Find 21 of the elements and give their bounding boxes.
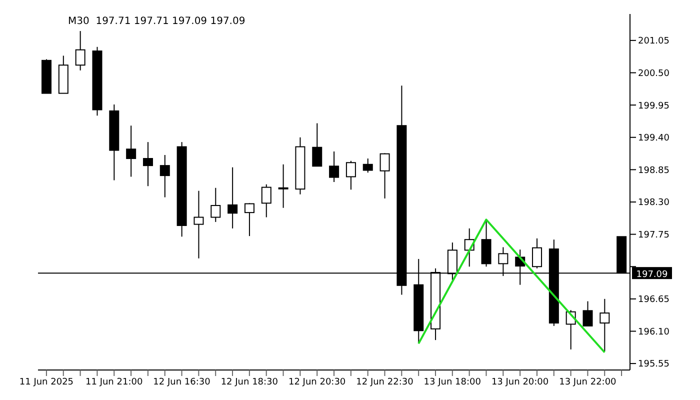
x-tick-label: 12 Jun 18:30: [220, 377, 278, 388]
ref-line-label: 197.09: [636, 270, 668, 280]
y-tick-label: 199.40: [638, 134, 670, 144]
y-tick-label: 196.65: [638, 295, 670, 306]
x-tick-label: 11 Jun 21:00: [86, 377, 143, 388]
x-tick-label: 12 Jun 16:30: [153, 377, 211, 388]
x-tick-label: 11 Jun 2025: [19, 377, 74, 388]
chart-title: M30 197.71 197.71 197.09 197.09: [68, 16, 246, 27]
y-tick-label: 198.85: [638, 166, 670, 176]
y-tick-label: 201.05: [638, 36, 670, 47]
y-tick-label: 197.75: [638, 230, 670, 240]
y-tick-label: 196.10: [638, 327, 670, 338]
y-tick-label: 198.30: [638, 198, 670, 208]
x-tick-label: 13 Jun 18:00: [424, 377, 482, 388]
y-tick-label: 199.95: [638, 101, 670, 112]
y-tick-label: 195.55: [638, 360, 670, 370]
x-tick-label: 13 Jun 20:00: [491, 377, 549, 388]
x-tick-label: 12 Jun 22:30: [356, 377, 414, 388]
y-tick-label: 200.50: [638, 68, 670, 79]
x-tick-label: 12 Jun 20:30: [288, 377, 346, 388]
x-tick-label: 13 Jun 22:00: [559, 377, 617, 388]
